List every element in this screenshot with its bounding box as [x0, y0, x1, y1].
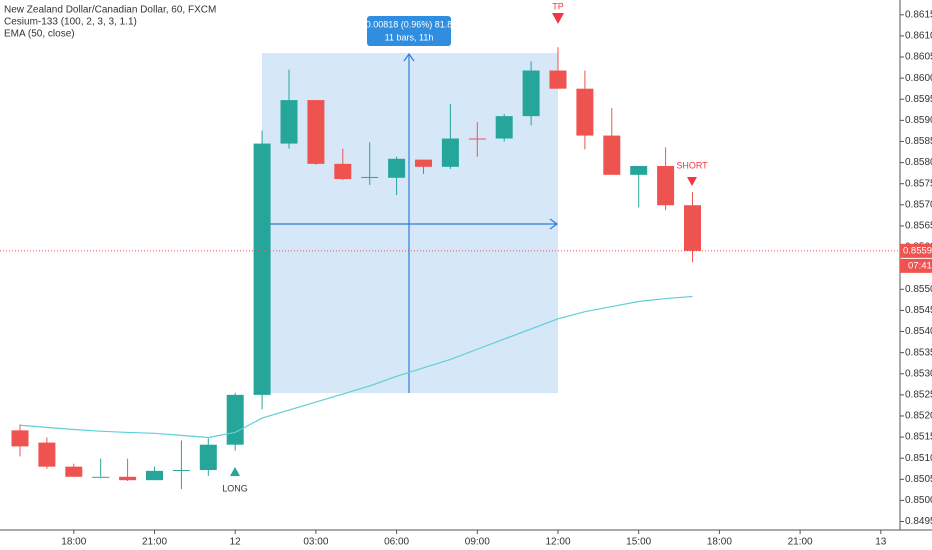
x-tick-label: 18:00: [707, 537, 732, 548]
candle-body: [549, 70, 567, 89]
y-tick-label: 0.86050: [905, 52, 932, 63]
y-tick-label: 0.85400: [905, 326, 932, 337]
last-price-tag: [900, 243, 932, 258]
candle-body: [199, 444, 217, 471]
candle-body: [172, 470, 190, 472]
candle-body: [522, 70, 540, 117]
short-marker: [687, 177, 697, 186]
indicator-label: Cesium-133 (100, 2, 3, 3, 1.1): [4, 17, 137, 28]
y-tick-label: 0.85650: [905, 221, 932, 232]
measure-area: [262, 53, 558, 393]
y-tick-label: 0.85800: [905, 157, 932, 168]
x-tick-label: 12:00: [545, 537, 570, 548]
candle-body: [576, 88, 594, 136]
candle-body: [441, 138, 459, 167]
tp-marker: [552, 13, 564, 24]
ema-line: [19, 295, 693, 439]
x-tick-label: 15:00: [626, 537, 651, 548]
x-tick-label: 12: [230, 537, 242, 548]
candle-body: [146, 470, 163, 481]
long-marker: [230, 467, 240, 476]
y-tick-label: 0.85850: [905, 136, 932, 147]
x-tick-label: 06:00: [384, 537, 409, 548]
chart-title: New Zealand Dollar/Canadian Dollar, 60, …: [4, 5, 216, 16]
last-price-label: 0.85591: [903, 245, 932, 256]
candle-body: [92, 476, 110, 478]
y-tick-label: 0.85300: [905, 368, 932, 379]
y-tick-label: 0.85000: [905, 495, 932, 506]
x-tick-label: 21:00: [142, 537, 167, 548]
x-tick-label: 03:00: [303, 537, 328, 548]
y-tick-label: 0.86150: [905, 9, 932, 20]
y-tick-label: 0.85050: [905, 474, 932, 485]
candle-body: [630, 165, 648, 175]
candle-body: [388, 158, 406, 178]
y-tick-label: 0.85450: [905, 305, 932, 316]
plot: 0.84950 0.85000 0.85050 0.85100 0.85150 0.852…: [0, 9, 932, 548]
candle-body: [65, 466, 83, 477]
long-label: LONG: [222, 483, 248, 493]
measure-change: 0.00818 (0.96%) 81.8: [366, 19, 453, 29]
candle-body: [280, 100, 298, 144]
y-tick-label: 0.85950: [905, 94, 932, 105]
candle-body: [603, 135, 621, 175]
candle-body: [415, 159, 432, 167]
ema-legend: EMA (50, close): [4, 29, 75, 40]
y-tick-label: 0.85500: [905, 284, 932, 295]
candle-body: [468, 138, 486, 140]
countdown-label: 07:41: [908, 260, 932, 271]
y-tick-label: 0.85250: [905, 390, 932, 401]
candle-body: [495, 116, 513, 139]
y-tick-label: 0.85350: [905, 347, 932, 358]
y-tick-label: 0.85900: [905, 115, 932, 126]
candle-body: [226, 394, 244, 445]
countdown-tag: [900, 258, 932, 273]
x-tick-label: 13: [875, 537, 887, 548]
y-tick-label: 0.86100: [905, 31, 932, 42]
short-label: SHORT: [676, 160, 708, 170]
y-tick-label: 0.85700: [905, 199, 932, 210]
candle-body: [361, 176, 379, 178]
candle-body: [657, 165, 675, 206]
y-tick-label: 0.85750: [905, 178, 932, 189]
y-tick-label: 0.85100: [905, 453, 932, 464]
x-tick-label: 09:00: [465, 537, 490, 548]
candle-body: [38, 442, 56, 467]
x-tick-label: 18:00: [61, 537, 86, 548]
measure-arrow-right: [549, 218, 559, 230]
y-tick-label: 0.84950: [905, 516, 932, 527]
measure-arrow-up: [403, 52, 415, 62]
candle-body: [307, 100, 325, 164]
measure-box: [367, 16, 451, 46]
candle-body: [253, 143, 271, 395]
candle-body: [119, 476, 137, 481]
x-tick-label: 21:00: [788, 537, 813, 548]
tp-label: TP: [552, 1, 564, 11]
y-tick-label: 0.86000: [905, 73, 932, 84]
candle-body: [334, 163, 352, 180]
candle-body: [11, 430, 29, 447]
y-tick-label: 0.85150: [905, 432, 932, 443]
measure-span: 11 bars, 11h: [385, 32, 434, 42]
candle-body: [684, 205, 701, 251]
y-tick-label: 0.85200: [905, 411, 932, 422]
